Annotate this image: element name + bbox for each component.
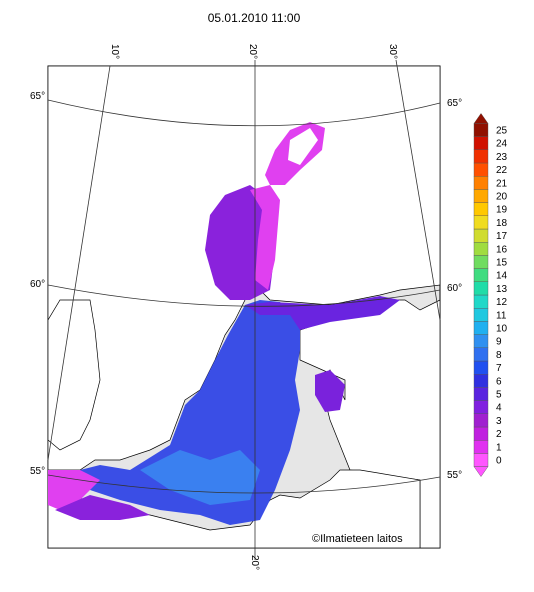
color-box [473,374,489,388]
colorbar-label: 16 [496,244,508,255]
sea [48,122,400,525]
colorbar-label: 1 [496,442,502,453]
colorbar-label: 22 [496,165,508,176]
colorbar-bottom [473,466,489,477]
colorbar-label: 10 [496,324,508,335]
credit: ©Ilmatieteen laitos [312,533,403,545]
colorbar-label: 13 [496,284,508,295]
colorbar-label: 5 [496,390,502,401]
color-box [473,123,489,137]
lat-label: 65° [30,91,45,102]
color-box [473,334,489,349]
color-box [473,281,489,296]
colorbar-label: 6 [496,376,502,387]
lon-label: 10° [109,44,120,59]
color-box [473,413,489,428]
colorbar-label: 17 [496,231,508,242]
lat-label: 55° [30,466,45,477]
colorbar-label: 0 [496,456,502,467]
colorbar-label: 18 [496,218,508,229]
graticule-labels: 65° 65° 60° 60° 55° 55° 10° 20° 30° 20° [30,44,462,570]
colorbar-label: 23 [496,152,508,163]
color-box [473,202,489,217]
colorbar-label: 24 [496,139,508,150]
colorbar-label: 25 [496,126,508,137]
color-box [473,136,489,151]
color-box [473,347,489,362]
color-box [473,241,489,256]
colorbar-label: 12 [496,297,508,308]
colorbar-label: 19 [496,205,508,216]
graticule [47,59,441,560]
colorbar-label: 14 [496,271,508,282]
color-box [473,308,489,322]
colorbar: 0123456789101112131415161718192021222324… [473,113,508,477]
lat-label: 55° [447,470,462,481]
color-box [473,189,489,203]
lon-label: 30° [387,44,398,59]
color-box [473,294,489,309]
colorbar-label: 11 [496,310,507,321]
color-box [473,268,489,283]
color-box [473,215,489,230]
color-box [473,400,489,415]
color-box [473,453,489,467]
lon-label: 20° [247,44,258,59]
title: 05.01.2010 11:00 [208,11,301,25]
color-box [473,175,489,190]
color-box [473,149,489,164]
lon-label: 20° [249,555,260,570]
colorbar-label: 4 [496,403,502,414]
colorbar-label: 21 [496,178,508,189]
color-box [473,162,489,177]
color-box [473,228,489,243]
colorbar-label: 15 [496,258,508,269]
color-box [473,255,489,269]
colorbar-label: 20 [496,192,508,203]
color-box [473,440,489,454]
colorbar-label: 8 [496,350,502,361]
color-box [473,321,489,335]
lat-label: 60° [30,279,45,290]
colorbar-label: 9 [496,337,502,348]
color-box [473,426,489,441]
colorbar-label: 7 [496,363,502,374]
lat-label: 60° [447,283,462,294]
colorbar-label: 3 [496,416,502,427]
color-box [473,360,489,375]
color-box [473,387,489,401]
lat-label: 65° [447,98,462,109]
colorbar-top [473,113,489,124]
land [47,65,441,549]
colorbar-label: 2 [496,429,502,440]
